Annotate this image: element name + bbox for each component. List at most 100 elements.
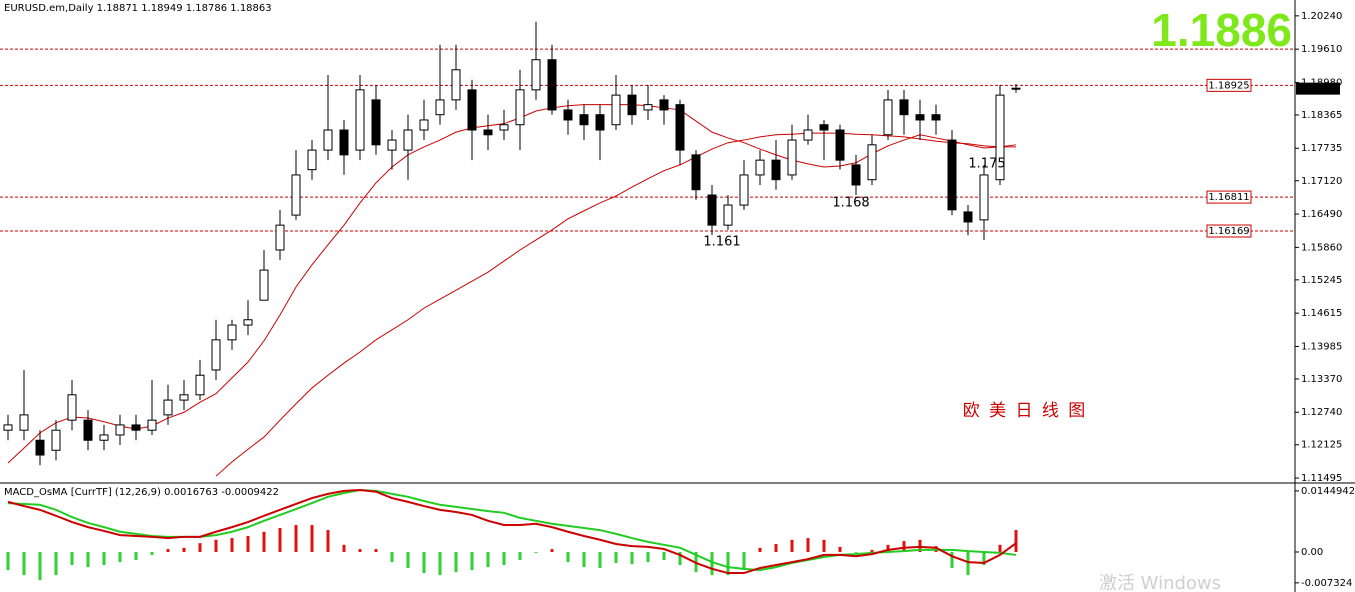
y-tick-label: 1.19610 [1301, 44, 1342, 55]
histogram-bar [598, 551, 602, 568]
candle-body [755, 159, 765, 176]
candle-body [99, 434, 109, 441]
candle-body [371, 99, 381, 146]
histogram-bar [886, 544, 890, 552]
candle-body [131, 424, 141, 431]
candle-body [899, 99, 909, 116]
y-tick-label: 0.00 [1301, 547, 1323, 558]
histogram-bar [294, 525, 298, 552]
candle-body [739, 174, 749, 206]
histogram-bar [918, 539, 922, 552]
candle-body [1011, 87, 1021, 90]
candle-body [323, 129, 333, 151]
y-tick-label: 1.12125 [1301, 440, 1342, 451]
y-tick-label: 1.13370 [1301, 374, 1342, 385]
y-tick-label: 1.14615 [1301, 308, 1342, 319]
candle-body [259, 269, 269, 301]
candle-body [163, 399, 173, 416]
histogram-bar [678, 551, 682, 566]
histogram-bar [726, 551, 730, 576]
moving-average [7, 104, 1017, 464]
annotation: 1.168 [832, 196, 869, 211]
annotation: 1.175 [968, 157, 1005, 172]
histogram-bar [38, 551, 42, 581]
candle-body [531, 59, 541, 91]
candle-body [467, 89, 477, 131]
candle-body [963, 211, 973, 223]
candle-body [243, 319, 253, 326]
y-tick-label: 1.16490 [1301, 209, 1342, 220]
histogram-bar [326, 530, 330, 552]
candle-body [227, 324, 237, 341]
candle-body [931, 114, 941, 121]
histogram-bar [966, 551, 970, 576]
histogram-bar [22, 551, 26, 576]
candle-body [291, 174, 301, 216]
histogram-bar [6, 551, 10, 571]
candle-body [675, 104, 685, 151]
level-label-box [1206, 78, 1252, 92]
candle-body [659, 99, 669, 111]
candle-body [979, 174, 989, 221]
level-label-box [1206, 224, 1252, 238]
histogram-bar [342, 544, 346, 552]
histogram-bar [118, 551, 122, 563]
candle-body [867, 144, 877, 181]
histogram-bar [214, 539, 218, 552]
histogram-bar [902, 541, 906, 552]
histogram-bar [310, 525, 314, 552]
big-price: 1.1886 [1151, 4, 1292, 56]
histogram-bar [614, 551, 618, 563]
histogram-bar [278, 527, 282, 552]
histogram-bar [230, 538, 234, 552]
last-price-label: 1.18863 [1299, 84, 1340, 95]
histogram-bar [182, 547, 186, 552]
candle-body [995, 94, 1005, 181]
histogram-bar [198, 543, 202, 552]
histogram-bar [454, 551, 458, 573]
histogram-bar [870, 549, 874, 552]
candle-body [803, 129, 813, 141]
histogram-bar [982, 551, 986, 566]
histogram-bar [374, 549, 378, 552]
level-label: 1.18925 [1208, 80, 1249, 91]
candle-body [115, 424, 125, 436]
y-tick-label: 1.18365 [1301, 110, 1342, 121]
y-tick-label: 1.13985 [1301, 341, 1342, 352]
candle-body [387, 139, 397, 151]
candle-body [355, 89, 365, 151]
y-tick-label: 1.11495 [1301, 473, 1342, 484]
histogram-bar [502, 551, 506, 566]
histogram-bar [86, 551, 90, 568]
candle-body [563, 109, 573, 121]
histogram-bar [438, 551, 442, 576]
candle-body [915, 114, 925, 121]
histogram-bar [390, 551, 394, 563]
histogram-bar [54, 551, 58, 576]
histogram-bar [70, 551, 74, 566]
candle-body [515, 89, 525, 126]
histogram-bar [518, 551, 522, 560]
y-tick-label: 1.17120 [1301, 176, 1342, 187]
candle-body [499, 124, 509, 131]
candle-body [451, 69, 461, 101]
macd-line [7, 489, 1017, 575]
histogram-bar [550, 549, 554, 552]
candle-body [835, 129, 845, 161]
histogram-bar [262, 531, 266, 552]
histogram-bar [662, 551, 666, 560]
level-label: 1.16169 [1208, 226, 1249, 237]
candle-body [3, 424, 13, 431]
candle-body [691, 154, 701, 191]
annotation: 1.161 [703, 235, 740, 250]
histogram-bar [630, 551, 634, 565]
histogram-bar [566, 551, 570, 563]
histogram-bar [582, 551, 586, 568]
candle-body [883, 99, 893, 136]
candle-body [19, 414, 29, 431]
histogram-bar [422, 551, 426, 574]
candle-body [67, 394, 77, 421]
histogram-bar [358, 549, 362, 552]
candle-body [547, 59, 557, 111]
